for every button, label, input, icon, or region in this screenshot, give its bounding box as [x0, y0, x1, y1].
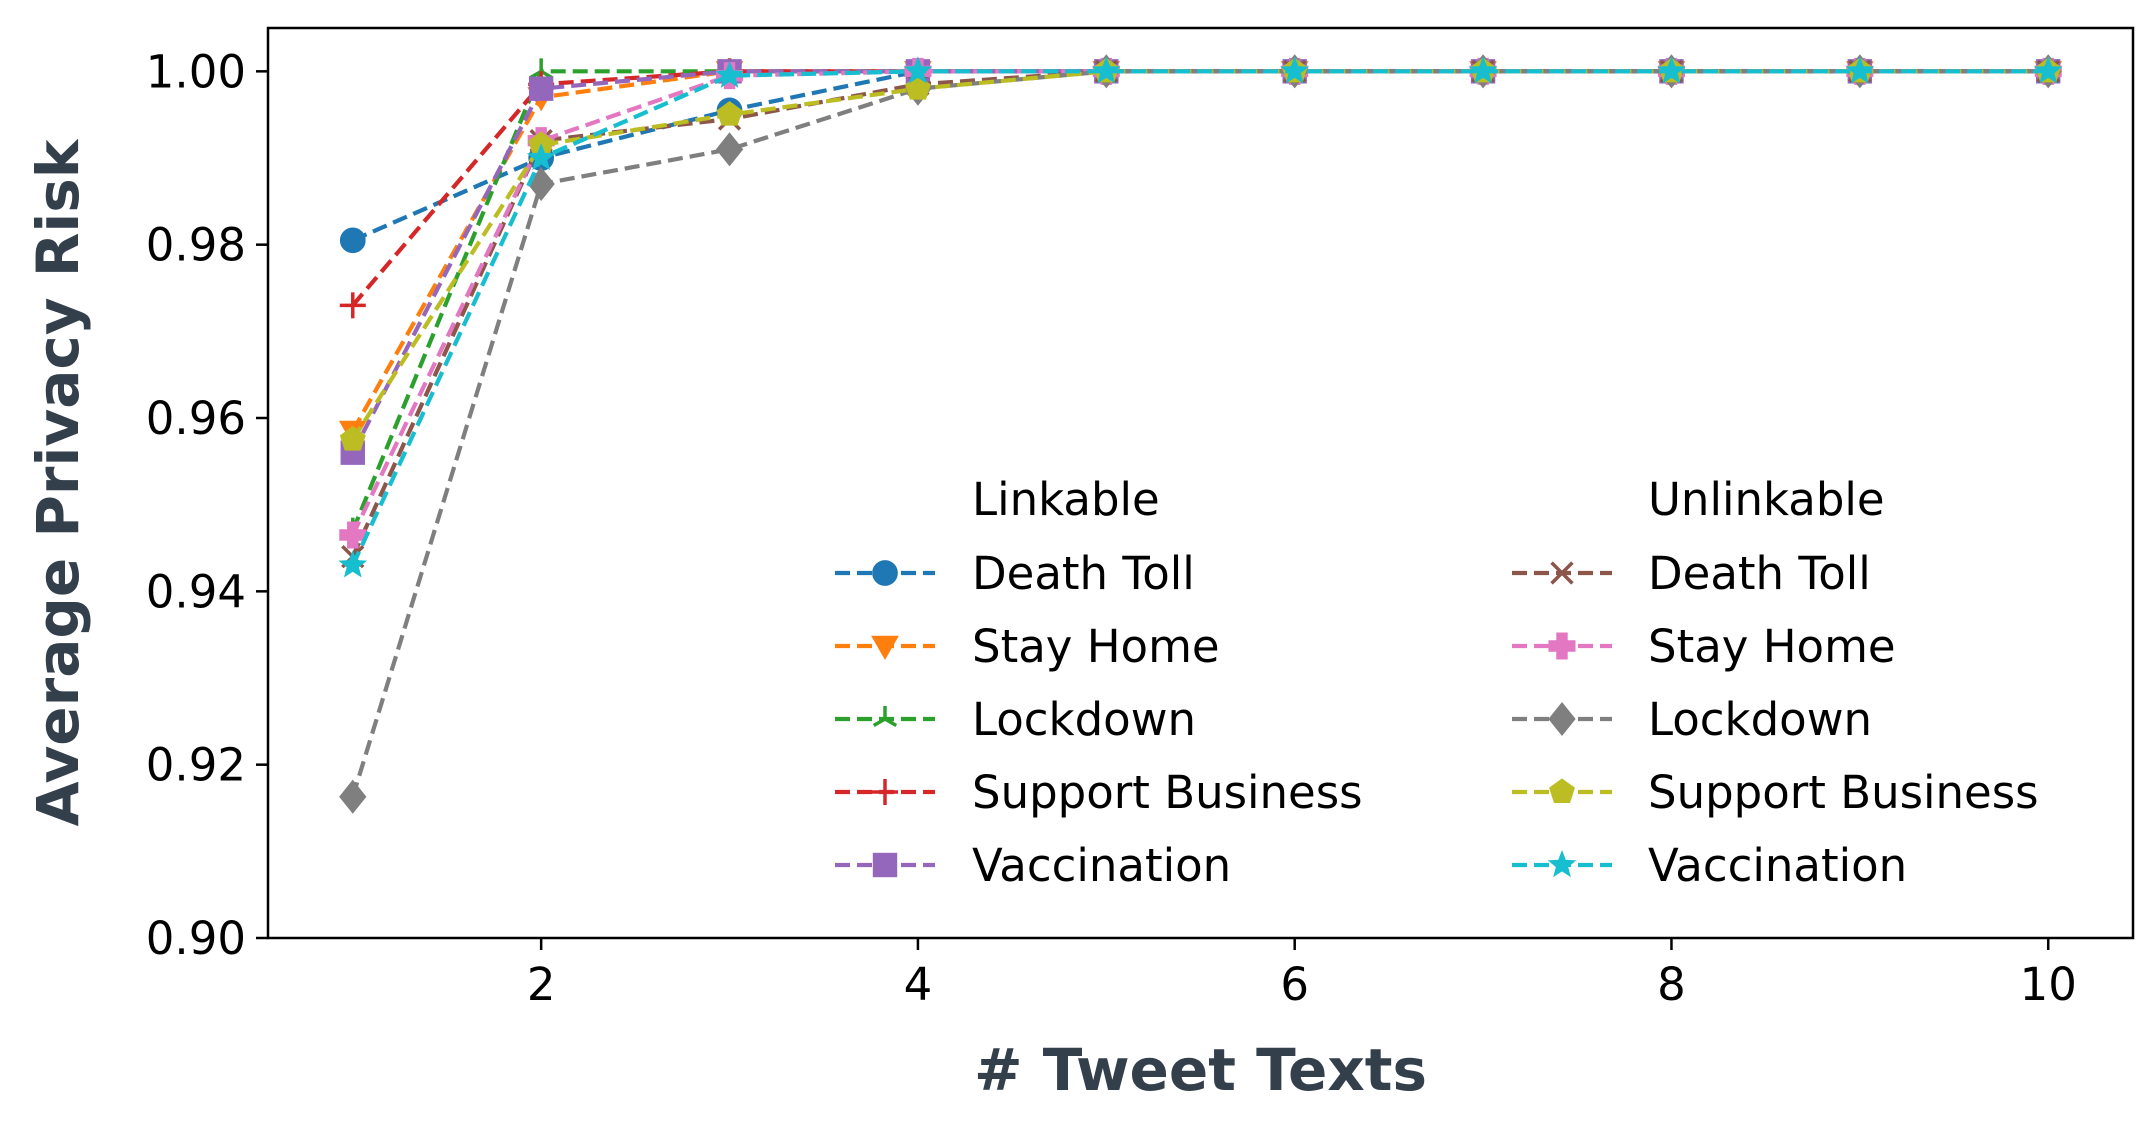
legend-label: Vaccination [1648, 839, 1907, 892]
marker-stroke [872, 717, 886, 728]
point-marker [872, 706, 898, 728]
legend-item: Support Business [835, 766, 1363, 819]
point-marker [871, 635, 899, 661]
point-marker [338, 550, 368, 578]
point-marker [339, 779, 367, 814]
x-tick-label: 8 [1657, 958, 1686, 1011]
legend-item: Support Business [1512, 766, 2039, 819]
legend: Linkable Death Toll Stay Home Lockdown Suppo… [835, 473, 2039, 892]
series-unlinkable-vaccination [338, 56, 2063, 578]
y-tick-label: 0.90 [146, 912, 246, 965]
point-marker [1280, 56, 1309, 84]
point-marker [1468, 56, 1498, 84]
legend-item: Lockdown [1512, 693, 1872, 746]
legend-label: Lockdown [1648, 693, 1872, 746]
point-marker [339, 521, 367, 549]
y-axis-title: Average Privacy Risk [24, 138, 92, 826]
legend-item: Vaccination [1512, 839, 1907, 892]
legend-label: Stay Home [1648, 620, 1896, 673]
point-marker [715, 60, 744, 88]
point-marker [1550, 561, 1574, 585]
legend-header-unlinkable: Unlinkable [1648, 473, 1885, 526]
series-layer [338, 54, 2063, 814]
point-marker [715, 132, 744, 167]
legend-label: Death Toll [1648, 547, 1871, 600]
series-line [350, 69, 2049, 798]
legend-item: Stay Home [1512, 620, 1896, 673]
y-tick-label: 0.98 [146, 219, 246, 272]
point-marker [1657, 56, 1686, 84]
x-axis-title: # Tweet Texts [974, 1036, 1427, 1104]
point-marker [1549, 778, 1575, 804]
plot-area-frame [266, 26, 2135, 940]
series-line [350, 69, 2049, 567]
point-marker [528, 76, 554, 101]
x-tick-label: 4 [904, 958, 933, 1011]
point-marker [339, 426, 366, 451]
legend-label: Lockdown [972, 693, 1196, 746]
legend-label: Support Business [1648, 766, 2039, 819]
legend-item: Lockdown [835, 693, 1196, 746]
legend-label: Vaccination [972, 839, 1231, 892]
point-marker [1548, 632, 1576, 660]
point-marker [1845, 56, 1875, 84]
legend-label: Support Business [972, 766, 1363, 819]
y-tick-label: 0.92 [146, 739, 246, 792]
x-tick-label: 6 [1280, 958, 1309, 1011]
point-marker [872, 779, 898, 805]
point-marker [872, 560, 898, 586]
axes-layer: 0.90 0.92 0.94 0.96 0.98 1.00 2 4 6 8 10 [146, 45, 2077, 1011]
point-marker [872, 852, 898, 878]
x-tick-label: 2 [527, 958, 556, 1011]
legend-item: Death Toll [1512, 547, 1871, 600]
point-marker [1548, 701, 1576, 737]
legend-label: Death Toll [972, 547, 1195, 600]
y-tick-label: 1.00 [146, 45, 246, 98]
point-marker [2033, 56, 2063, 84]
legend-item: Death Toll [835, 547, 1195, 600]
legend-label: Stay Home [972, 620, 1220, 673]
point-marker [903, 56, 933, 84]
point-marker [1547, 849, 1577, 878]
point-marker [716, 101, 743, 126]
x-tick-label: 10 [2020, 958, 2077, 1011]
point-marker [1092, 56, 1121, 84]
y-tick-label: 0.96 [146, 392, 246, 445]
point-marker [526, 142, 556, 171]
legend-header-linkable: Linkable [972, 473, 1160, 526]
legend-item: Stay Home [835, 620, 1220, 673]
point-marker [339, 292, 366, 319]
point-marker [339, 227, 366, 254]
marker-stroke [1550, 561, 1574, 585]
y-tick-label: 0.94 [146, 565, 246, 618]
legend-item: Vaccination [835, 839, 1231, 892]
marker-stroke [884, 717, 898, 728]
